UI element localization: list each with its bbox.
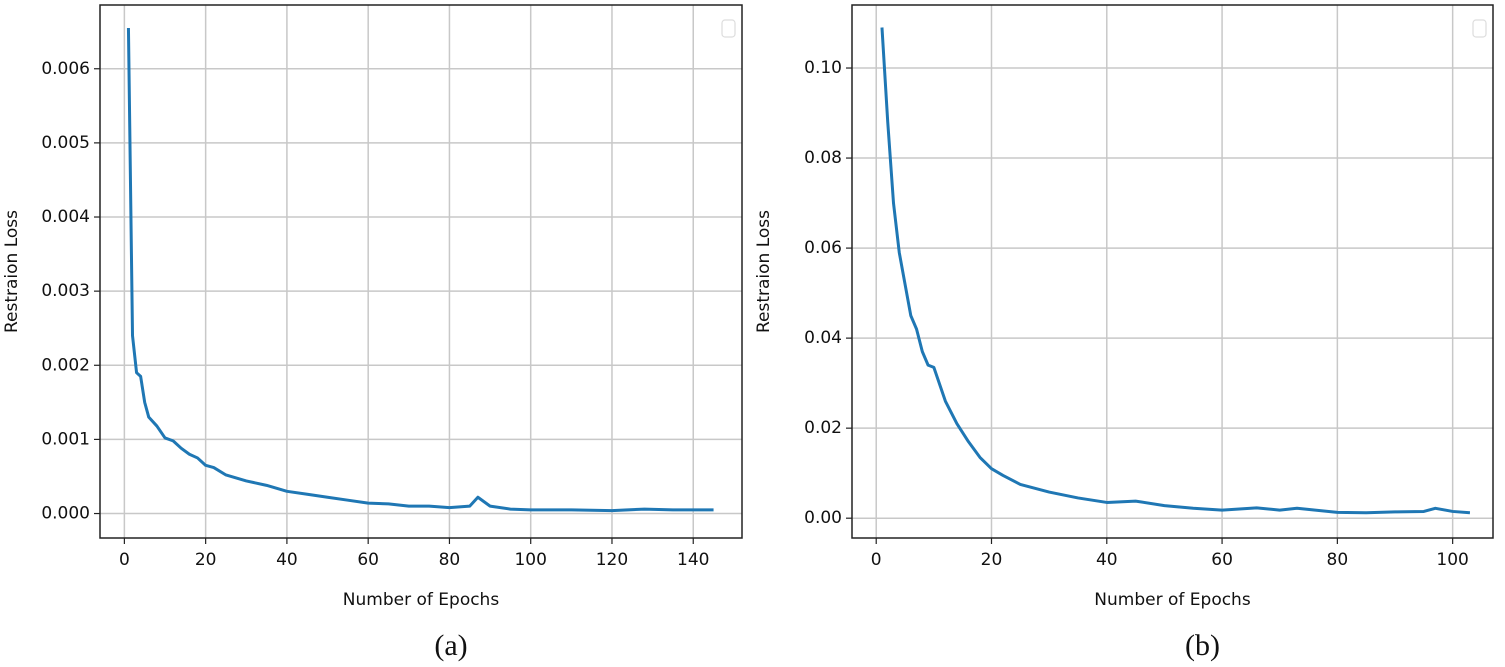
x-tick-label: 20 — [981, 550, 1003, 570]
legend-box — [1472, 19, 1487, 38]
x-tick-label: 0 — [119, 550, 130, 570]
x-tick-label: 60 — [357, 550, 379, 570]
y-tick-label: 0.00 — [804, 508, 842, 528]
y-axis-label: Restraion Loss — [754, 210, 774, 333]
x-tick-label: 0 — [871, 550, 882, 570]
y-tick-label: 0.004 — [41, 207, 90, 227]
plot-frame — [99, 4, 743, 539]
x-axis-label: Number of Epochs — [1094, 590, 1251, 610]
x-tick-label: 80 — [1327, 550, 1349, 570]
y-tick-label: 0.000 — [41, 504, 90, 524]
x-tick-label: 80 — [439, 550, 461, 570]
y-tick-label: 0.001 — [41, 429, 90, 449]
y-tick-label: 0.04 — [804, 328, 842, 348]
x-axis-label: Number of Epochs — [343, 590, 500, 610]
y-tick-label: 0.06 — [804, 238, 842, 258]
y-tick-label: 0.003 — [41, 281, 90, 301]
x-tick-label: 140 — [677, 550, 709, 570]
caption: (b) — [1185, 629, 1220, 662]
y-tick-label: 0.005 — [41, 133, 90, 153]
y-axis-label: Restraion Loss — [2, 210, 22, 333]
x-tick-label: 120 — [596, 550, 628, 570]
x-tick-label: 100 — [1436, 550, 1468, 570]
legend-box — [721, 19, 736, 38]
y-tick-label: 0.002 — [41, 355, 90, 375]
y-tick-label: 0.006 — [41, 59, 90, 79]
y-tick-label: 0.08 — [804, 148, 842, 168]
x-tick-label: 60 — [1211, 550, 1233, 570]
loss-line — [126, 27, 714, 513]
x-tick-label: 20 — [195, 550, 217, 570]
x-tick-label: 100 — [514, 550, 546, 570]
loss-line — [880, 27, 1471, 515]
y-tick-label: 0.02 — [804, 418, 842, 438]
caption: (a) — [434, 629, 467, 662]
x-tick-label: 40 — [276, 550, 298, 570]
plot-frame — [851, 4, 1494, 539]
y-tick-label: 0.10 — [804, 58, 842, 78]
x-tick-label: 40 — [1096, 550, 1118, 570]
